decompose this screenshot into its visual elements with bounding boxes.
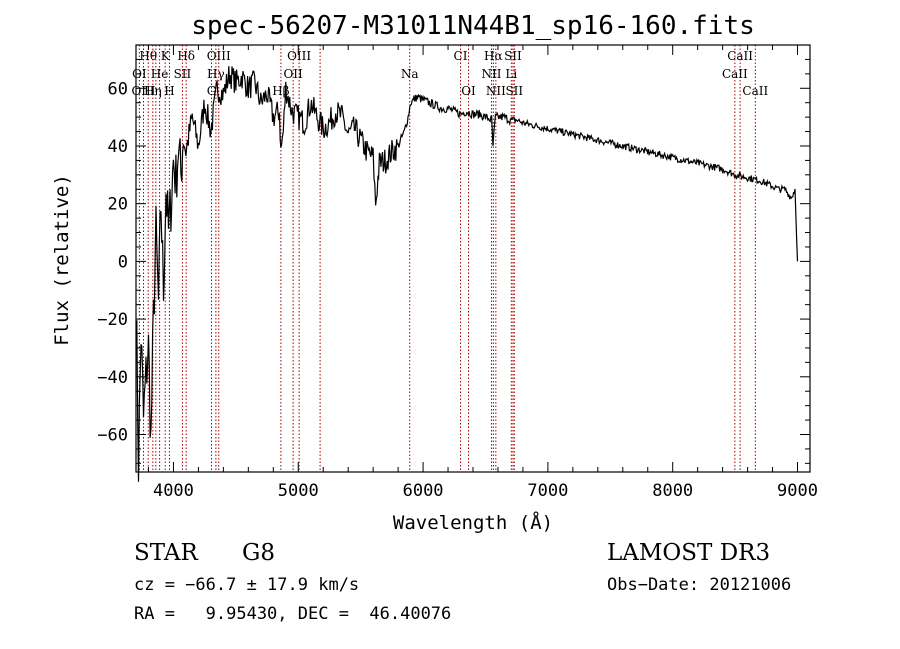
spectral-line-label: CaII	[722, 67, 748, 81]
spectral-line-label: OIII	[287, 49, 311, 63]
coordinates: RA = 9.95430, DEC = 46.40076	[134, 604, 451, 624]
y-tick-label: −20	[97, 310, 128, 330]
y-tick-label: 60	[108, 79, 128, 99]
survey-name: LAMOST DR3	[607, 540, 770, 566]
y-tick-label: 40	[108, 137, 128, 157]
spectral-line-label: He	[151, 67, 169, 81]
spectral-line-label: CI	[454, 49, 468, 63]
object-class: STAR	[134, 540, 198, 566]
y-axis-label: Flux (relative)	[51, 174, 73, 346]
x-tick-label: 7000	[527, 481, 568, 501]
spectral-line-label: CaII	[742, 84, 768, 98]
chart-title: spec-56207-M31011N44B1_sp16-160.fits	[191, 11, 755, 41]
x-tick-label: 6000	[403, 481, 444, 501]
spectral-line-label: OII	[283, 67, 303, 81]
spectral-line-label: Hα	[484, 49, 503, 63]
spectral-line-label: NII	[481, 67, 501, 81]
redshift-cz: cz = −66.7 ± 17.9 km/s	[134, 575, 359, 595]
spectral-line-label: OIII	[131, 84, 155, 98]
x-tick-label: 8000	[652, 481, 693, 501]
plot-frame	[135, 44, 811, 473]
spectral-line-label: H	[164, 84, 174, 98]
spectral-line-label: SII	[504, 49, 522, 63]
spectral-line-label: Li	[505, 67, 517, 81]
spectral-line-label: OIII	[207, 49, 231, 63]
x-tick-label: 4000	[153, 481, 194, 501]
series-line-flux	[135, 66, 799, 482]
object-subclass: G8	[242, 540, 275, 566]
spectral-line-label: G	[207, 84, 217, 98]
spectral-line-label: Hη	[144, 84, 162, 98]
spectral-line-label: SII	[174, 67, 192, 81]
x-tick-label: 9000	[777, 481, 818, 501]
spectral-line-label: NII	[486, 84, 506, 98]
x-axis-ticks: 4000 5000 6000 7000 8000 9000	[147, 45, 818, 501]
x-tick-label: 5000	[278, 481, 319, 501]
spectral-line-label: CaII	[727, 49, 753, 63]
y-tick-label: 20	[108, 195, 128, 215]
x-axis-label: Wavelength (Å)	[393, 511, 553, 534]
spectral-line-label: Hγ	[207, 67, 225, 81]
spectral-line-label: Na	[401, 67, 419, 81]
spectral-line-label: K	[161, 49, 171, 63]
spectral-line-label: Hδ	[177, 49, 195, 63]
spectral-line-label: SII	[505, 84, 523, 98]
spectral-line-label: Hθ	[139, 49, 157, 63]
y-axis-ticks: −60 −40 −20 0 20 40 60	[97, 58, 810, 464]
spectral-line-label: OI	[461, 84, 476, 98]
spectral-line-label: Hβ	[272, 84, 289, 98]
y-tick-label: −60	[97, 425, 128, 445]
observation-date: Obs−Date: 20121006	[607, 575, 791, 595]
y-tick-label: 0	[118, 252, 128, 272]
y-tick-label: −40	[97, 368, 128, 388]
